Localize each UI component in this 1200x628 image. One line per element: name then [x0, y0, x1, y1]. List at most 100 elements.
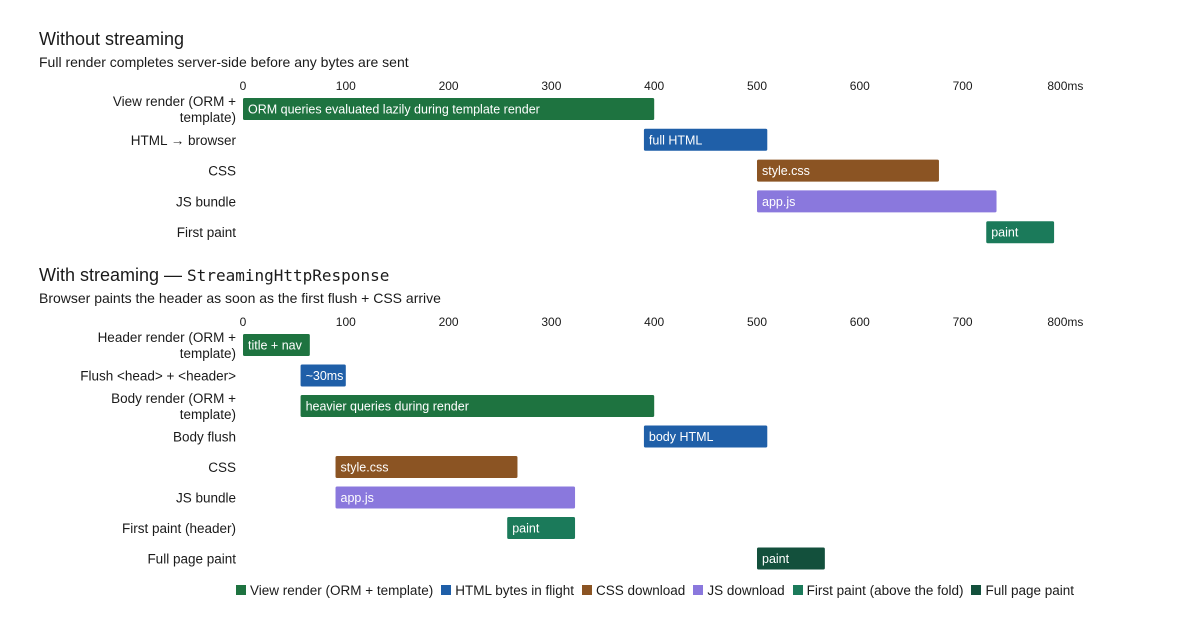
chart-1-x-tick-0: 0 — [240, 79, 247, 93]
chart-2-title-text: With streaming — — [39, 265, 188, 285]
chart-2-row-label-6: First paint (header) — [122, 521, 236, 536]
chart-2-row-label-line-2-0: Body render (ORM + — [111, 391, 236, 406]
chart-2-row-label-line-7-0: Full page paint — [147, 552, 236, 567]
chart-2-bar-label-6: paint — [512, 522, 540, 536]
chart-2-x-tick-7: 700 — [953, 315, 973, 329]
chart-2-x-tick-0: 0 — [240, 315, 247, 329]
chart-2-bar-6 — [507, 517, 576, 539]
legend-label-full: Full page paint — [985, 582, 1075, 598]
chart-1-row-label-line-1-0: HTML → browser — [131, 133, 237, 148]
chart-1-row-label-3: JS bundle — [176, 194, 236, 209]
chart-2-row-label-line-4-0: CSS — [208, 460, 236, 475]
chart-2-bar-7 — [757, 547, 825, 570]
chart-1-subtitle: Full render completes server-side before… — [39, 54, 409, 70]
chart-1-x-tick-3: 300 — [541, 79, 561, 93]
chart-2-row-label-7: Full page paint — [147, 552, 236, 567]
chart-2-bar-1 — [300, 364, 346, 387]
chart-1-bar-1 — [643, 128, 768, 151]
chart-2-x-tick-1: 100 — [336, 315, 356, 329]
chart-1-row-label-line-0-1: template) — [180, 110, 236, 125]
chart-2-title: With streaming — StreamingHttpResponse — [39, 265, 389, 286]
legend-label-js: JS download — [707, 582, 785, 598]
legend-label-view: View render (ORM + template) — [250, 582, 434, 598]
chart-2-bar-0 — [243, 334, 310, 356]
chart-1-row-label-0: View render (ORM + template) — [113, 94, 236, 125]
legend-item-view: View render (ORM + template) — [236, 583, 433, 598]
chart-1-bar-0 — [243, 98, 655, 120]
legend-item-js: JS download — [693, 582, 785, 598]
chart-1-x-tick-8: 800ms — [1047, 79, 1083, 93]
chart-2-bar-2 — [300, 395, 655, 417]
chart-1-x-tick-6: 600 — [850, 79, 870, 93]
chart-2-row-label-line-0-0: Header render (ORM + — [98, 330, 237, 345]
chart-1-bar-2 — [757, 159, 939, 182]
chart-2-x-tick-5: 500 — [747, 315, 767, 329]
legend-item-first: First paint (above the fold) — [792, 582, 964, 598]
chart-2-bar-label-2: heavier queries during render — [306, 400, 469, 414]
legend-swatch-js — [693, 585, 704, 595]
legend-item-css: CSS download — [582, 583, 685, 598]
chart-2-x-tick-4: 400 — [644, 315, 664, 329]
chart-2-bar-label-5: app.js — [341, 491, 374, 505]
chart-2-row-label-1: Flush <head> + <header> — [80, 369, 236, 384]
chart-2-bar-4 — [335, 456, 518, 478]
legend: View render (ORM + template) HTML bytes i… — [236, 581, 1082, 599]
chart-1-x-tick-2: 200 — [439, 79, 459, 93]
chart-1-row-label-line-4-0: First paint — [177, 225, 237, 240]
chart-2-row-label-line-1-0: Flush <head> + <header> — [80, 369, 236, 384]
chart-2-subtitle: Browser paints the header as soon as the… — [39, 290, 441, 306]
legend-item-html: HTML bytes in flight — [441, 583, 574, 598]
chart-1-x-tick-1: 100 — [336, 79, 356, 93]
chart-1-x-tick-5: 500 — [747, 79, 767, 93]
legend-swatch-css — [582, 585, 592, 595]
chart-2-x-tick-6: 600 — [850, 315, 870, 329]
chart-2-row-label-4: CSS — [208, 460, 236, 475]
chart-2-bar-label-3: body HTML — [649, 430, 714, 444]
legend-label-first: First paint (above the fold) — [806, 582, 964, 598]
chart-2-row-label-0: Header render (ORM + template) — [98, 330, 237, 361]
chart-1-bar-4 — [986, 221, 1055, 244]
chart-2-row-label-2: Body render (ORM + template) — [111, 391, 236, 422]
chart-2-row-label-line-6-0: First paint (header) — [122, 521, 236, 536]
chart-1-bar-label-4: paint — [991, 226, 1019, 240]
chart-2-bar-label-0: title + nav — [248, 339, 303, 353]
chart-2-x-tick-2: 200 — [439, 315, 459, 329]
chart-2-row-label-line-5-0: JS bundle — [176, 491, 236, 506]
chart-1-x-tick-7: 700 — [953, 79, 973, 93]
chart-1-row-label-2: CSS — [208, 164, 236, 179]
chart-2-bar-label-4: style.css — [341, 461, 389, 475]
legend-swatch-first — [792, 585, 803, 595]
legend-swatch-view — [236, 585, 246, 595]
legend-swatch-html — [441, 585, 452, 595]
chart-1-row-label-1: HTML → browser — [131, 133, 237, 148]
chart-2-x-tick-8: 800ms — [1047, 315, 1083, 329]
chart-2-row-label-line-3-0: Body flush — [173, 430, 236, 445]
legend-item-full: Full page paint — [971, 583, 1074, 598]
chart-1-bar-3 — [757, 190, 997, 213]
chart-1-bar-label-1: full HTML — [649, 133, 703, 147]
chart-2-bar-label-1: ~30ms — [306, 369, 344, 383]
chart-2-bar-label-7: paint — [762, 552, 790, 566]
chart-2-bar-5 — [335, 486, 576, 509]
legend-swatch-full — [971, 585, 982, 595]
chart-2-title-code: StreamingHttpResponse — [187, 266, 390, 285]
chart-1-title: Without streaming — [39, 29, 184, 50]
chart-1-bar-label-3: app.js — [762, 195, 795, 209]
chart-1-bar-label-2: style.css — [762, 164, 810, 178]
chart-1-row-label-4: First paint — [177, 225, 237, 240]
chart-2-row-label-5: JS bundle — [176, 491, 236, 506]
chart-1-bar-label-0: ORM queries evaluated lazily during temp… — [248, 103, 540, 117]
legend-label-html: HTML bytes in flight — [455, 582, 574, 598]
chart-2-row-label-3: Body flush — [173, 430, 236, 445]
chart-1-x-tick-4: 400 — [644, 79, 664, 93]
chart-2-x-tick-3: 300 — [541, 315, 561, 329]
chart-2-row-label-line-2-1: template) — [180, 407, 236, 422]
chart-1-row-label-line-0-0: View render (ORM + — [113, 94, 236, 109]
chart-1-row-label-line-2-0: CSS — [208, 164, 236, 179]
chart-2-bar-3 — [643, 425, 768, 448]
legend-label-css: CSS download — [596, 582, 686, 598]
chart-1-row-label-line-3-0: JS bundle — [176, 194, 236, 209]
chart-1-title-text: Without streaming — [39, 29, 185, 49]
chart-2-row-label-line-0-1: template) — [180, 346, 236, 361]
